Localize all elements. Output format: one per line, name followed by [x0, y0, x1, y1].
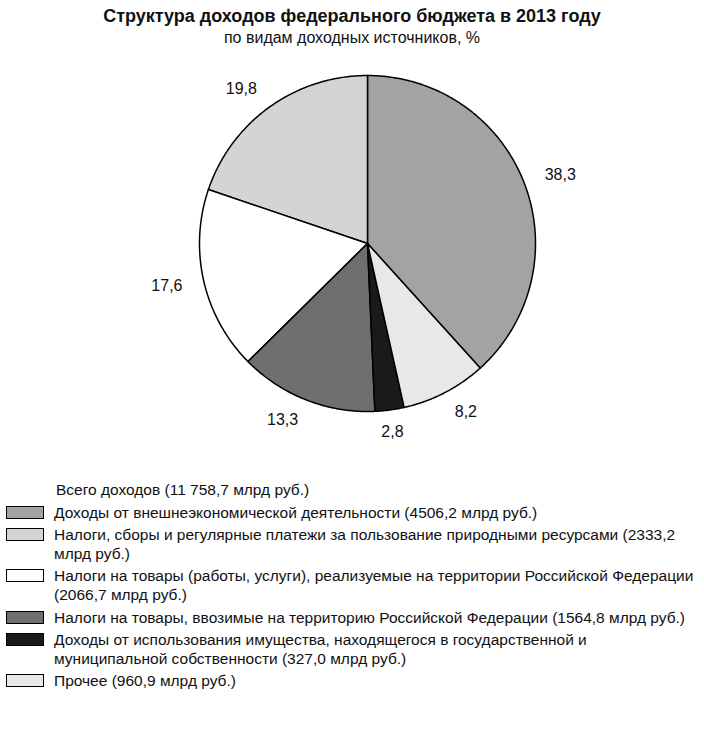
svg-text:8,2: 8,2	[455, 403, 477, 420]
svg-text:17,6: 17,6	[151, 277, 182, 294]
html-text:Налоги на товары (работы, услу: Налоги на товары (работы, услуги), реали…	[54, 567, 694, 603]
svg-text:38,3: 38,3	[545, 166, 576, 183]
svg-text:2,8: 2,8	[381, 423, 403, 440]
html-text:Доходы от внешнеэкономической: Доходы от внешнеэкономической деятельнос…	[54, 503, 538, 521]
html-text:Всего доходов (11 758,7 млрд р: Всего доходов (11 758,7 млрд руб.)	[56, 481, 310, 498]
html-text:Доходы от использования имущес: Доходы от использования имущества, наход…	[54, 631, 587, 667]
html-text:Прочее (960,9 млрд руб.): Прочее (960,9 млрд руб.)	[54, 672, 236, 690]
html-text:Налоги, сборы и регулярные пла: Налоги, сборы и регулярные платежи за по…	[54, 526, 676, 562]
svg-text:19,8: 19,8	[226, 80, 257, 97]
html-text:Налоги на товары, ввозимые на: Налоги на товары, ввозимые на территорию…	[54, 608, 685, 626]
html-text:Структура доходов федерального: Структура доходов федерального бюджета в…	[103, 6, 601, 26]
svg-text:13,3: 13,3	[267, 411, 298, 428]
html-text:по видам доходных источников,: по видам доходных источников, %	[223, 29, 480, 46]
